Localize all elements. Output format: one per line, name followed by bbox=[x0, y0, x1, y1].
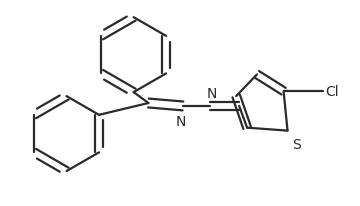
Text: N: N bbox=[206, 87, 217, 101]
Text: Cl: Cl bbox=[325, 85, 339, 99]
Text: S: S bbox=[292, 137, 301, 151]
Text: N: N bbox=[176, 114, 186, 128]
